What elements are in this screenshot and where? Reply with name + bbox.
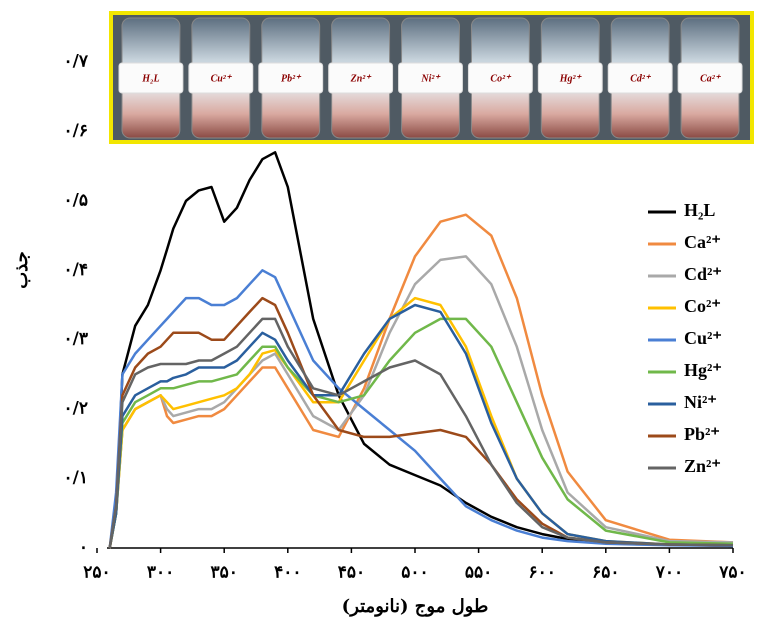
series-line	[108, 269, 734, 549]
x-tick-label: ۷۰۰	[655, 563, 683, 583]
series-line	[108, 317, 734, 549]
vial-sticker	[258, 62, 324, 94]
x-tick-label: ۴۵۰	[338, 563, 365, 583]
legend-label: Cu²⁺	[684, 328, 722, 348]
series-line	[108, 303, 734, 549]
y-axis-title: جذب	[11, 251, 32, 289]
legend-label: Cd²⁺	[684, 264, 722, 284]
y-tick-label: ۰/۶	[64, 121, 88, 141]
vial-label: Hg²⁺	[559, 73, 583, 84]
legend-label: Ni²⁺	[684, 392, 717, 412]
vial-sticker	[607, 62, 673, 94]
vial-sticker	[467, 62, 533, 94]
x-tick-label: ۵۰۰	[401, 563, 428, 583]
vial-label: Ca²⁺	[700, 73, 722, 84]
series-line	[108, 296, 734, 549]
vial-label: Ni²⁺	[420, 73, 441, 84]
y-tick-label: ۰/۱	[64, 468, 88, 488]
legend-label: Pb²⁺	[684, 424, 720, 444]
legend-label: Ca²⁺	[684, 232, 721, 252]
vial-label: Co²⁺	[490, 73, 512, 84]
vial-label: Zn²⁺	[350, 73, 373, 84]
x-tick-label: ۲۵۰	[83, 563, 110, 583]
legend-label: H₂L	[684, 200, 715, 220]
x-tick-label: ۵۵۰	[465, 563, 492, 583]
x-tick-label: ۴۰۰	[274, 563, 301, 583]
vial-sticker	[398, 62, 463, 94]
vial-sticker	[537, 62, 603, 94]
vial-label: H₂L	[141, 73, 159, 84]
y-tick-label: ۰	[79, 538, 88, 558]
series-line	[108, 151, 734, 549]
y-tick-label: ۰/۷	[64, 52, 89, 72]
vial-label: Cd²⁺	[630, 73, 652, 84]
y-tick-label: ۰/۳	[64, 329, 88, 349]
vial-sticker	[328, 62, 394, 94]
x-axis-title: طول موج (نانومتر)	[342, 596, 489, 617]
y-tick-label: ۰/۲	[64, 399, 88, 419]
x-tick-label: ۷۵۰	[718, 563, 746, 583]
vial-sticker	[118, 62, 184, 94]
legend-label: Hg²⁺	[684, 360, 722, 380]
series-line	[108, 317, 734, 549]
vial-sticker	[188, 62, 254, 94]
vial-label: Pb²⁺	[281, 73, 302, 84]
inset-photo: H₂L Cu²⁺ Pb²⁺ Zn²⁺ Ni²⁺ Co²⁺ Hg²⁺ Cd²⁺ Ca²⁺	[109, 11, 754, 144]
vial-label: Cu²⁺	[211, 73, 233, 84]
legend-label: Co²⁺	[684, 296, 721, 316]
x-tick-label: ۳۰۰	[147, 563, 174, 583]
legend-label: Zn²⁺	[684, 456, 721, 476]
x-tick-label: ۶۰۰	[528, 563, 555, 583]
x-tick-label: ۶۵۰	[592, 563, 619, 583]
x-tick-label: ۳۵۰	[210, 563, 237, 583]
y-tick-label: ۰/۵	[64, 190, 88, 210]
y-tick-label: ۰/۴	[64, 260, 88, 280]
vial-sticker	[677, 62, 743, 94]
